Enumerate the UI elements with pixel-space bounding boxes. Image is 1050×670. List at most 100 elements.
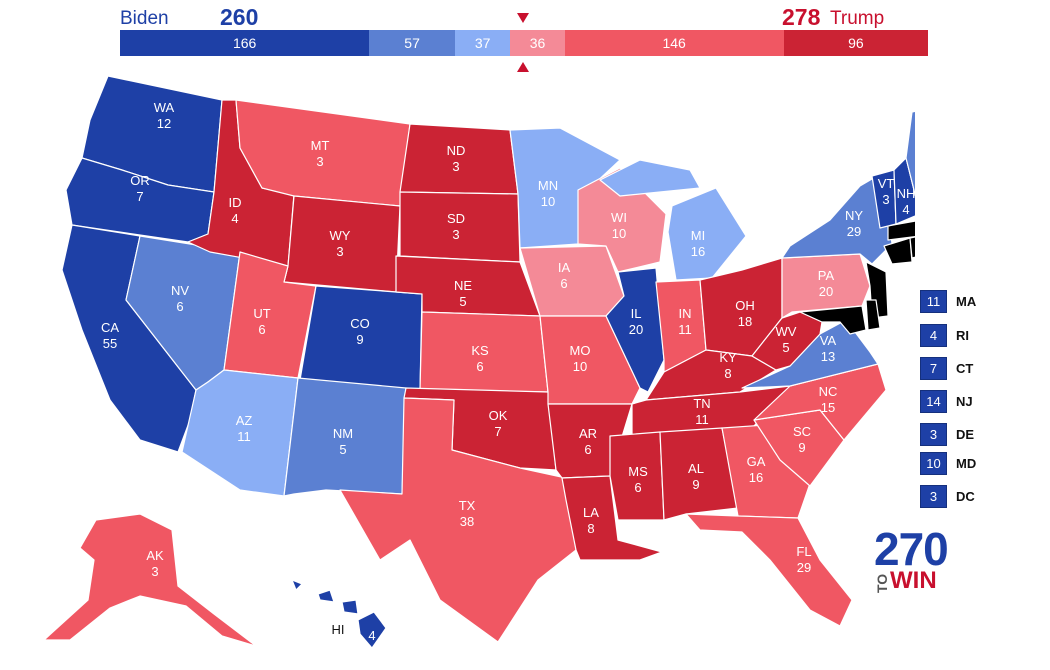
logo-to: TO xyxy=(874,573,890,593)
legend-ev-box: 3 xyxy=(920,485,947,508)
state-label-in: IN xyxy=(679,306,692,321)
state-DE[interactable] xyxy=(865,299,881,331)
state-ev-az: 11 xyxy=(237,429,251,444)
rep-candidate-name: Trump xyxy=(830,8,885,29)
state-label-ms: MS xyxy=(628,464,648,479)
legend-row-md[interactable]: 10 MD xyxy=(920,452,976,475)
state-ev-tn: 11 xyxy=(695,412,709,427)
state-label-ok: OK xyxy=(489,408,508,423)
state-FL[interactable] xyxy=(685,513,853,627)
state-ev-fl: 29 xyxy=(797,560,811,575)
state-AK[interactable] xyxy=(43,513,257,647)
state-ev-wi: 10 xyxy=(612,226,626,241)
state-label-ut: UT xyxy=(253,306,270,321)
legend-row-ct[interactable]: 7 CT xyxy=(920,357,973,380)
state-label-wa: WA xyxy=(154,100,175,115)
legend-ev-box: 11 xyxy=(920,290,947,313)
270towin-logo[interactable]: 270 TO WIN xyxy=(874,523,954,593)
state-ev-nm: 5 xyxy=(339,442,346,457)
state-ev-va: 13 xyxy=(821,349,835,364)
state-ev-id: 4 xyxy=(231,211,238,226)
state-ev-in: 11 xyxy=(678,322,692,337)
state-MI[interactable] xyxy=(667,187,747,281)
state-MS[interactable] xyxy=(609,431,665,521)
electoral-tally-bar: 166 57 37 36 146 96 xyxy=(120,30,928,56)
state-ev-ca: 55 xyxy=(103,336,117,351)
state-label-tn: TN xyxy=(693,396,710,411)
state-label-mn: MN xyxy=(538,178,558,193)
state-ev-ms: 6 xyxy=(634,480,641,495)
state-label-sd: SD xyxy=(447,211,465,226)
legend-state-abbr: MA xyxy=(956,294,977,309)
legend-state-abbr: CT xyxy=(956,361,974,376)
state-label-vt: VT xyxy=(878,176,895,191)
state-label-ne: NE xyxy=(454,278,472,293)
state-ev-sd: 3 xyxy=(452,227,459,242)
state-HI[interactable] xyxy=(291,579,387,649)
state-label-sc: SC xyxy=(793,424,811,439)
state-ev-ks: 6 xyxy=(476,359,483,374)
state-label-ks: KS xyxy=(471,343,489,358)
state-ME[interactable] xyxy=(905,106,915,214)
270-marker-up-icon xyxy=(517,62,529,72)
state-ev-ne: 5 xyxy=(459,294,466,309)
state-ev-nv: 6 xyxy=(176,299,183,314)
state-ev-nh: 4 xyxy=(902,202,909,217)
state-label-ia: IA xyxy=(558,260,571,275)
state-WV[interactable] xyxy=(751,311,823,371)
state-ev-pa: 20 xyxy=(819,284,833,299)
state-label-hi: HI xyxy=(332,622,345,637)
state-label-or: OR xyxy=(130,173,150,188)
state-label-ak: AK xyxy=(146,548,164,563)
logo-number: 270 xyxy=(874,523,949,575)
state-label-nv: NV xyxy=(171,283,189,298)
state-ev-mn: 10 xyxy=(541,194,555,209)
state-label-co: CO xyxy=(350,316,370,331)
legend-state-abbr: NJ xyxy=(956,394,973,409)
legend-ev-box: 7 xyxy=(920,357,947,380)
state-label-ca: CA xyxy=(101,320,119,335)
legend-row-de[interactable]: 3 DE xyxy=(920,423,974,446)
legend-state-abbr: RI xyxy=(956,328,969,343)
state-MD[interactable] xyxy=(799,305,867,335)
state-MI-UP[interactable] xyxy=(599,159,701,197)
tally-segment-lean-dem: 37 xyxy=(454,30,511,56)
state-SD[interactable] xyxy=(399,191,521,263)
state-MA[interactable] xyxy=(887,218,915,241)
legend-ev-box: 14 xyxy=(920,390,947,413)
state-LA[interactable] xyxy=(561,475,663,561)
legend-row-dc[interactable]: 3 DC xyxy=(920,485,975,508)
state-label-tx: TX xyxy=(459,498,476,513)
state-label-wi: WI xyxy=(611,210,627,225)
state-ev-ga: 16 xyxy=(749,470,763,485)
state-ev-ky: 8 xyxy=(724,366,731,381)
state-label-la: LA xyxy=(583,505,599,520)
state-ev-sc: 9 xyxy=(798,440,805,455)
state-WY[interactable] xyxy=(283,195,401,293)
tally-segment-safe-rep: 96 xyxy=(783,30,928,56)
state-label-nc: NC xyxy=(819,384,838,399)
state-ev-tx: 38 xyxy=(460,514,474,529)
state-ev-mt: 3 xyxy=(316,154,323,169)
state-label-al: AL xyxy=(688,461,704,476)
legend-row-ri[interactable]: 4 RI xyxy=(920,324,969,347)
state-TX[interactable] xyxy=(339,397,577,643)
state-ev-wy: 3 xyxy=(336,244,343,259)
state-ev-or: 7 xyxy=(136,189,143,204)
state-ev-il: 20 xyxy=(629,322,643,337)
state-ev-ut: 6 xyxy=(258,322,265,337)
legend-row-ma[interactable]: 11 MA xyxy=(920,290,976,313)
state-label-nm: NM xyxy=(333,426,353,441)
state-RI[interactable] xyxy=(909,236,915,259)
state-label-mo: MO xyxy=(570,343,591,358)
legend-row-nj[interactable]: 14 NJ xyxy=(920,390,973,413)
legend-ev-box: 3 xyxy=(920,423,947,446)
us-electoral-map: WA12OR7CA55NV6ID4MT3WY3UT6AZ11CO9NM5ND3S… xyxy=(43,75,915,649)
tally-segment-lean-rep: 36 xyxy=(510,30,565,56)
state-ev-nc: 15 xyxy=(821,400,835,415)
state-AL[interactable] xyxy=(659,427,739,521)
state-ev-ny: 29 xyxy=(847,224,861,239)
state-label-az: AZ xyxy=(236,413,253,428)
state-CT[interactable] xyxy=(883,237,913,265)
state-ev-co: 9 xyxy=(356,332,363,347)
